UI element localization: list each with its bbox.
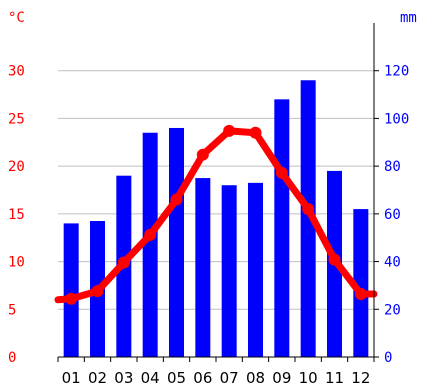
- temperature-point-08: [249, 126, 262, 139]
- precipitation-bar-08: [248, 182, 263, 357]
- temperature-line-path: [54, 127, 378, 304]
- grid-lines: [58, 70, 374, 310]
- month-label-04: 04: [141, 369, 160, 387]
- left-axis-unit: °C: [8, 10, 25, 26]
- left-tick-label-0: 0: [8, 350, 16, 366]
- axes: [57, 23, 375, 362]
- temperature-point-03: [117, 256, 130, 269]
- temperature-point-05: [170, 193, 183, 206]
- month-label-12: 12: [351, 369, 370, 387]
- temperature-point-04: [144, 228, 157, 241]
- month-labels: 01 02 03 04 05 06 07 08 09 10 11 12: [62, 369, 371, 387]
- right-tick-label-0: 0: [384, 350, 392, 366]
- temperature-point-12: [354, 288, 367, 301]
- month-label-07: 07: [220, 369, 239, 387]
- temperature-point-01: [65, 292, 78, 305]
- precipitation-bar-12: [353, 209, 369, 357]
- left-tick-label-25: 25: [8, 111, 25, 127]
- precipitation-bar-10: [300, 80, 316, 357]
- temperature-point-10: [302, 203, 315, 216]
- temperature-point-09: [275, 166, 288, 179]
- right-tick-label-40: 40: [384, 255, 401, 271]
- month-label-03: 03: [114, 369, 133, 387]
- right-tick-label-80: 80: [384, 159, 401, 175]
- month-label-06: 06: [193, 369, 212, 387]
- month-label-05: 05: [167, 369, 186, 387]
- right-tick-label-120: 120: [384, 64, 409, 80]
- right-tick-label-60: 60: [384, 207, 401, 223]
- right-axis-ticks: 0 20 40 60 80 100 120: [374, 64, 409, 366]
- precipitation-bars: [63, 80, 369, 357]
- month-label-01: 01: [62, 369, 81, 387]
- precipitation-bar-05: [169, 127, 184, 357]
- precipitation-bar-06: [195, 178, 211, 357]
- temperature-line: [54, 124, 378, 305]
- left-tick-label-5: 5: [8, 302, 16, 318]
- right-tick-label-20: 20: [384, 302, 401, 318]
- precipitation-bar-07: [221, 185, 237, 357]
- temperature-point-02: [91, 285, 104, 298]
- precipitation-bar-04: [142, 132, 158, 357]
- right-tick-label-100: 100: [384, 111, 409, 127]
- temperature-point-07: [223, 124, 236, 137]
- month-label-08: 08: [246, 369, 265, 387]
- left-tick-label-15: 15: [8, 207, 25, 223]
- temperature-point-06: [196, 148, 209, 161]
- precipitation-bar-09: [274, 99, 290, 357]
- left-tick-label-20: 20: [8, 159, 25, 175]
- left-axis-ticks: 0 5 10 15 20 25 30: [8, 64, 25, 366]
- precipitation-bar-01: [63, 223, 79, 357]
- month-label-09: 09: [272, 369, 291, 387]
- month-label-10: 10: [299, 369, 318, 387]
- month-label-02: 02: [88, 369, 107, 387]
- temperature-point-11: [328, 253, 341, 266]
- left-tick-label-10: 10: [8, 255, 25, 271]
- right-axis-unit: mm: [400, 10, 417, 26]
- left-tick-label-30: 30: [8, 64, 25, 80]
- month-label-11: 11: [325, 369, 344, 387]
